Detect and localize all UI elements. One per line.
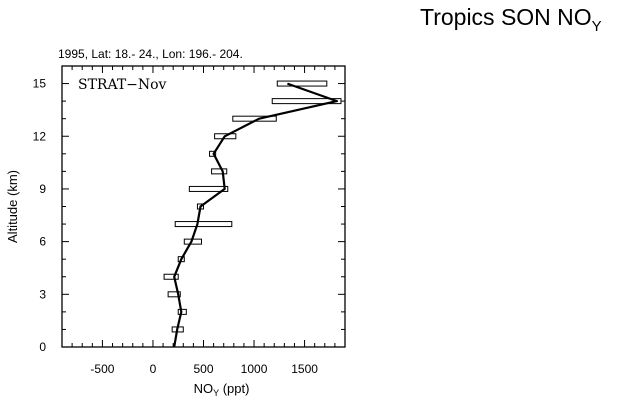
x-tick-label: 500 (193, 362, 213, 376)
x-axis-title: NOY (ppt) (194, 381, 250, 398)
y-tick-label: 6 (39, 235, 46, 249)
x-axis-title-subscript: Y (213, 388, 219, 398)
top-axis-label: 1995, Lat: 18.- 24., Lon: 196.- 204. (58, 47, 243, 61)
plot-frame (61, 65, 346, 348)
y-tick-label: 0 (39, 340, 46, 354)
range-box (271, 98, 342, 105)
chart-title: Tropics SON NOY (420, 4, 602, 35)
x-tick-label: 1000 (241, 362, 268, 376)
range-box (276, 80, 328, 87)
range-box (174, 221, 233, 228)
profile-line-group (173, 82, 338, 348)
x-axis-title-main: NO (194, 381, 214, 396)
y-tick-label: 12 (33, 129, 47, 143)
y-tick-label: 3 (39, 287, 46, 301)
x-tick-label: -500 (90, 362, 114, 376)
range-box (163, 273, 179, 280)
x-axis-title-unit: (ppt) (219, 381, 249, 396)
series-line (173, 82, 338, 348)
y-axis-title: Altitude (km) (5, 170, 20, 243)
range-boxes (163, 80, 342, 333)
chart-title-main: Tropics SON NO (420, 4, 592, 30)
range-box (167, 291, 181, 298)
range-box (211, 168, 228, 175)
tick-labels: -500 0 500 1000 1500 0 3 6 9 12 15 (33, 77, 319, 376)
y-tick-label: 9 (39, 182, 46, 196)
chart-title-subscript: Y (591, 18, 602, 35)
panel-label: STRAT−Nov (78, 77, 167, 93)
x-tick-label: 1500 (291, 362, 318, 376)
y-tick-label: 15 (33, 77, 47, 91)
range-box (188, 185, 229, 192)
x-tick-label: 0 (150, 362, 157, 376)
